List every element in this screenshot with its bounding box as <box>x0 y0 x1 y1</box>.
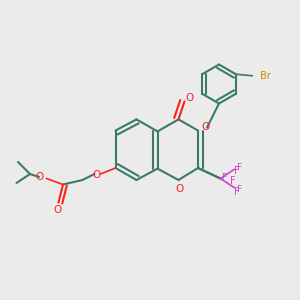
Text: F: F <box>221 172 226 182</box>
Text: O: O <box>186 93 194 103</box>
Text: F: F <box>234 166 240 176</box>
Text: F: F <box>230 176 235 187</box>
Text: F: F <box>234 187 240 197</box>
Text: O: O <box>36 172 44 182</box>
Text: O: O <box>201 122 210 133</box>
Text: O: O <box>176 184 184 194</box>
Text: O: O <box>93 170 101 181</box>
Text: F: F <box>236 164 241 172</box>
Text: O: O <box>53 205 61 215</box>
Text: Br: Br <box>260 71 271 81</box>
Text: F: F <box>236 184 241 194</box>
